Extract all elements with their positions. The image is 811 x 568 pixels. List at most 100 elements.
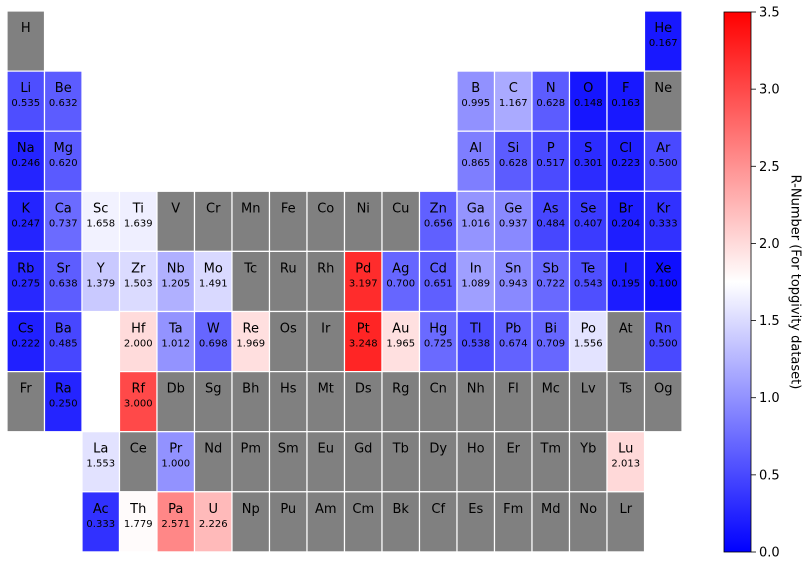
element-cell-sg: Sg xyxy=(193,371,233,433)
element-cell-sm: Sm xyxy=(268,431,308,493)
element-cell-lv: Lv xyxy=(568,371,608,433)
element-cell-bg xyxy=(306,371,346,433)
element-symbol: I xyxy=(624,261,628,276)
colorbar-gradient xyxy=(723,11,752,553)
element-symbol: Ar xyxy=(656,141,671,156)
element-value: 0.500 xyxy=(649,339,678,350)
element-symbol: Pa xyxy=(168,502,183,517)
element-symbol: Sg xyxy=(205,382,222,397)
element-cell-co: Co xyxy=(306,190,346,253)
colorbar-tick-label: 2.5 xyxy=(759,160,780,175)
element-cell-bg xyxy=(643,10,683,72)
element-cell-ho: Ho xyxy=(456,431,496,493)
element-value: 1.012 xyxy=(161,339,190,350)
element-cell-bg xyxy=(568,431,608,493)
element-cell-bg xyxy=(418,371,458,433)
element-cell-fe: Fe xyxy=(268,190,308,253)
element-cell-s: S 0.301 xyxy=(568,130,608,192)
element-cell-bg xyxy=(43,190,83,253)
element-value: 1.379 xyxy=(86,278,115,289)
element-cell-bg xyxy=(6,10,46,72)
element-symbol: As xyxy=(543,201,559,216)
element-cell-c: C 1.167 xyxy=(493,70,533,132)
element-symbol: Sr xyxy=(56,261,70,276)
element-value: 0.301 xyxy=(574,158,603,169)
element-cell-si: Si 0.628 xyxy=(493,130,533,192)
element-cell-bg xyxy=(6,130,46,192)
element-symbol: At xyxy=(619,322,633,337)
element-symbol: Rf xyxy=(131,382,145,397)
element-symbol: Li xyxy=(20,81,31,96)
element-cell-bg xyxy=(493,190,533,253)
element-cell-bg xyxy=(231,250,271,313)
element-cell-bg xyxy=(381,310,421,373)
element-cell-k: K 0.247 xyxy=(6,190,46,253)
element-value: 0.937 xyxy=(499,218,528,229)
element-cell-re: Re 1.969 xyxy=(231,310,271,373)
element-value: 2.226 xyxy=(199,519,228,530)
element-cell-bk: Bk xyxy=(381,491,421,553)
element-symbol: Hf xyxy=(131,322,146,337)
element-value: 0.737 xyxy=(49,218,78,229)
element-cell-at: At xyxy=(606,310,646,373)
element-value: 1.553 xyxy=(86,459,115,470)
element-cell-bg xyxy=(568,310,608,373)
element-symbol: Ra xyxy=(55,382,72,397)
element-symbol: Gd xyxy=(354,442,372,457)
element-symbol: Mg xyxy=(54,141,73,156)
element-symbol: Lr xyxy=(619,502,632,517)
element-value: 0.620 xyxy=(49,158,78,169)
element-cell-er: Er xyxy=(493,431,533,493)
element-cell-bg xyxy=(418,190,458,253)
element-cell-hf: Hf 2.000 xyxy=(118,310,158,373)
element-symbol: Bh xyxy=(242,382,259,397)
element-cell-bg xyxy=(231,310,271,373)
element-symbol: Ca xyxy=(55,201,72,216)
element-cell-bg xyxy=(6,371,46,433)
element-symbol: Cn xyxy=(430,382,447,397)
element-cell-bg xyxy=(493,491,533,553)
element-cell-ca: Ca 0.737 xyxy=(43,190,83,253)
colorbar: 0.0 0.5 1.0 1.5 2.0 2.5 3.0 3.5 R-Number (For t… xyxy=(723,6,803,561)
element-value: 0.500 xyxy=(649,158,678,169)
element-cell-pm: Pm xyxy=(231,431,271,493)
element-symbol: Np xyxy=(242,502,260,517)
element-cell-tm: Tm xyxy=(531,431,571,493)
element-cell-bg xyxy=(531,130,571,192)
element-cell-bg xyxy=(606,310,646,373)
element-cell-bg xyxy=(343,491,383,553)
element-cell-bg xyxy=(193,371,233,433)
element-cell-bg xyxy=(231,371,271,433)
element-cell-bg xyxy=(193,491,233,553)
element-symbol: Cd xyxy=(430,261,447,276)
element-symbol: Tc xyxy=(243,261,257,276)
element-cell-zn: Zn 0.656 xyxy=(418,190,458,253)
element-symbol: Sm xyxy=(278,442,299,457)
element-value: 0.333 xyxy=(86,519,115,530)
element-symbol: Si xyxy=(507,141,519,156)
element-symbol: Sb xyxy=(542,261,559,276)
element-symbol: Bi xyxy=(544,322,557,337)
element-cell-au: Au 1.965 xyxy=(381,310,421,373)
element-value: 1.503 xyxy=(124,278,153,289)
element-cell-hg: Hg 0.725 xyxy=(418,310,458,373)
element-cell-bg xyxy=(606,70,646,132)
element-value: 0.651 xyxy=(424,278,453,289)
element-cell-sr: Sr 0.638 xyxy=(43,250,83,313)
element-value: 0.674 xyxy=(499,339,528,350)
element-value: 0.638 xyxy=(49,278,78,289)
element-cell-bg xyxy=(531,491,571,553)
element-symbol: Zr xyxy=(131,261,146,276)
element-cell-bg xyxy=(493,431,533,493)
element-cell-bg xyxy=(381,371,421,433)
element-cell-pt: Pt 3.248 xyxy=(343,310,383,373)
element-cell-bg xyxy=(606,371,646,433)
element-cell-bg xyxy=(343,190,383,253)
element-symbol: Pu xyxy=(280,502,296,517)
element-symbol: Dy xyxy=(429,442,447,457)
element-cell-bg xyxy=(643,310,683,373)
element-cell-cd: Cd 0.651 xyxy=(418,250,458,313)
element-symbol: Ac xyxy=(93,502,109,517)
element-cell-pd: Pd 3.197 xyxy=(343,250,383,313)
element-symbol: Ho xyxy=(467,442,485,457)
